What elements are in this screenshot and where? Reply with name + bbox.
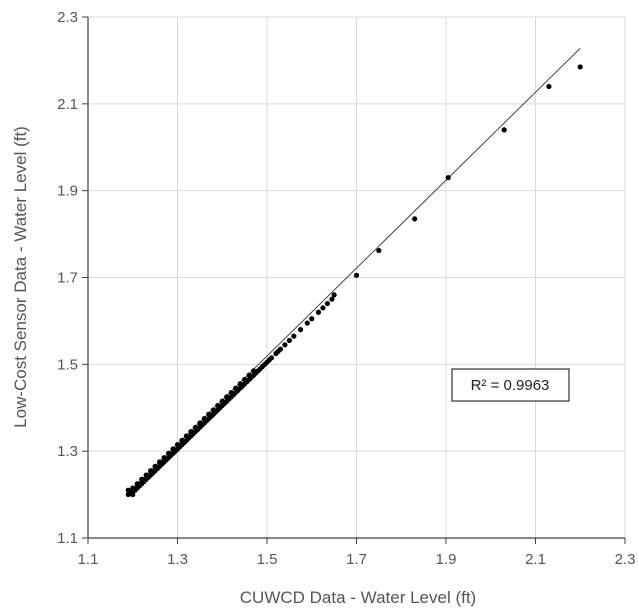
x-tick-label: 1.5: [257, 551, 278, 568]
x-tick-label: 1.3: [167, 551, 188, 568]
x-tick-label: 2.1: [525, 551, 546, 568]
r-squared-annotation: R² = 0.9963: [451, 368, 570, 402]
y-tick-label: 1.9: [57, 183, 78, 200]
axes: [82, 16, 626, 544]
data-point: [315, 309, 322, 315]
data-point: [501, 127, 507, 133]
y-tick-label: 1.5: [57, 356, 78, 373]
data-point: [309, 316, 315, 322]
y-tick-labels: 1.1 1.3 1.5 1.7 1.9 2.1 2.3: [57, 9, 78, 547]
y-tick-label: 2.1: [57, 96, 78, 113]
r-squared-label: R² = 0.9963: [471, 377, 550, 394]
data-point: [282, 342, 288, 348]
x-tick-labels: 1.1 1.3 1.5 1.7 1.9 2.1 2.3: [78, 551, 636, 568]
data-point: [546, 83, 552, 90]
x-tick-label: 1.9: [436, 551, 457, 568]
x-tick-label: 1.1: [78, 551, 99, 568]
data-point: [268, 355, 275, 361]
y-axis-title: Low-Cost Sensor Data - Water Level (ft): [11, 126, 30, 428]
x-tick-label: 2.3: [615, 551, 636, 568]
data-point: [324, 300, 331, 307]
x-axis-title: CUWCD Data - Water Level (ft): [240, 588, 476, 607]
data-point: [304, 320, 310, 326]
data-points: [125, 64, 583, 498]
y-tick-label: 2.3: [57, 9, 78, 26]
y-tick-label: 1.3: [57, 443, 78, 460]
data-point: [297, 327, 304, 333]
y-tick-label: 1.7: [57, 270, 78, 287]
data-point: [130, 491, 136, 498]
data-point: [331, 292, 337, 298]
data-point: [286, 337, 292, 344]
data-point: [445, 175, 451, 181]
data-point: [291, 333, 297, 339]
y-tick-label: 1.1: [57, 530, 78, 547]
annotation-box: [451, 368, 570, 402]
data-point: [353, 272, 360, 278]
data-point: [412, 216, 418, 222]
data-point: [329, 296, 335, 302]
data-point: [277, 346, 284, 352]
x-tick-label: 1.7: [346, 551, 367, 568]
data-point: [577, 64, 583, 70]
data-point: [320, 305, 326, 311]
data-point: [376, 247, 382, 254]
